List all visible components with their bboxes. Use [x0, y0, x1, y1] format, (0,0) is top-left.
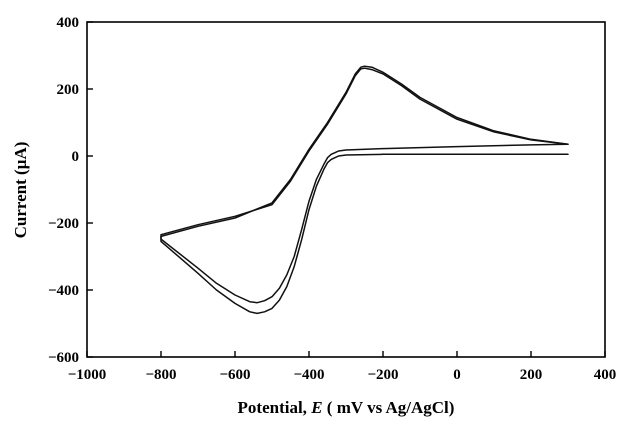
y-tick-label: −200 — [48, 216, 79, 232]
x-tick-label: −400 — [293, 367, 324, 383]
y-tick-label: −600 — [48, 350, 79, 366]
x-tick-label: −800 — [145, 367, 176, 383]
x-tick-label: −600 — [219, 367, 250, 383]
x-axis-label: Potential, E ( mV vs Ag/AgCl) — [238, 398, 455, 417]
x-tick-label: 0 — [453, 367, 461, 383]
cv-series-line-1 — [160, 65, 569, 315]
x-tick-label: 200 — [520, 367, 543, 383]
x-tick-label: 400 — [594, 367, 617, 383]
x-tick-label: −1000 — [68, 367, 107, 383]
y-tick-label: 400 — [57, 15, 80, 31]
cv-series-line-2 — [160, 67, 569, 304]
plot-frame — [86, 21, 606, 358]
y-axis-label: Current (µA) — [11, 142, 30, 239]
series-layer — [160, 65, 569, 315]
x-tick-label: −200 — [367, 367, 398, 383]
y-tick-label: 200 — [57, 82, 80, 98]
y-tick-label: 0 — [72, 149, 80, 165]
y-tick-label: −400 — [48, 283, 79, 299]
ticks-layer: −1000 −800 −600 −400 −200 0 200 400 −600 −400 −200… — [48, 15, 616, 383]
